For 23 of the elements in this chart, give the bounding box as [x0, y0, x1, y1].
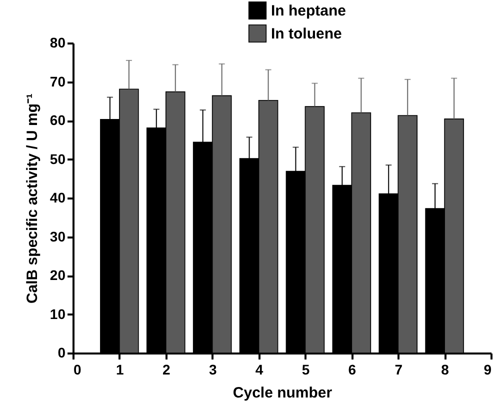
x-axis-title: Cycle number — [232, 384, 332, 402]
x-tick-label: 6 — [348, 362, 356, 378]
x-tick-label: 5 — [302, 362, 310, 378]
x-tick-label: 0 — [74, 362, 82, 378]
legend-label: In toluene — [271, 26, 342, 42]
x-tick-label: 8 — [441, 362, 450, 378]
x-tick-label: 7 — [394, 362, 403, 378]
x-tick-label: 1 — [116, 362, 124, 378]
y-axis-title: CalB specific activity / U mg⁻¹ — [24, 93, 41, 304]
x-tick-label: 4 — [255, 362, 264, 378]
x-tick-label: 9 — [484, 362, 492, 378]
y-tick-label: 20 — [50, 267, 66, 283]
y-tick-label: 0 — [58, 344, 66, 360]
y-tick-label: 10 — [50, 306, 66, 322]
y-tick-label: 30 — [50, 228, 66, 244]
y-tick-label: 60 — [50, 112, 66, 128]
y-tick-label: 40 — [50, 190, 66, 206]
x-tick-label: 2 — [162, 362, 170, 378]
y-tick-label: 80 — [50, 34, 66, 50]
legend-label: In heptane — [271, 2, 346, 20]
y-tick-label: 70 — [50, 73, 66, 90]
y-tick-label: 50 — [50, 150, 66, 167]
x-tick-label: 3 — [208, 362, 217, 378]
